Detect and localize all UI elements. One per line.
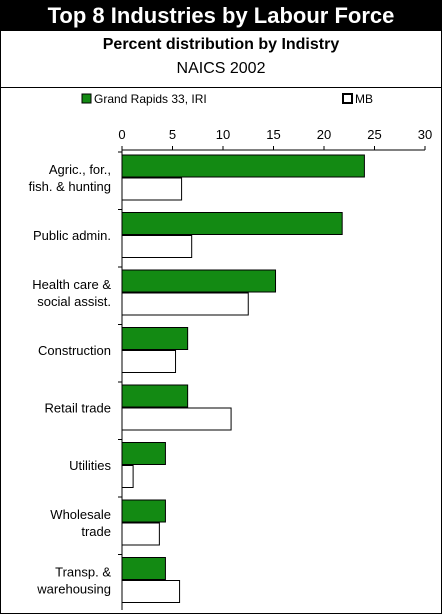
chart-classification: NAICS 2002 bbox=[176, 60, 266, 77]
bar-series-1 bbox=[121, 212, 343, 235]
bar-series-1 bbox=[121, 269, 277, 293]
x-tick-label: 0 bbox=[118, 127, 125, 142]
bar-series-1 bbox=[121, 154, 365, 178]
legend-label-series-1: Grand Rapids 33, IRI bbox=[94, 92, 207, 106]
category-label: Construction bbox=[38, 343, 111, 358]
chart-subtitle: Percent distribution by Indistry bbox=[102, 36, 340, 53]
header-divider bbox=[1, 87, 441, 88]
category-label: Wholesale bbox=[50, 507, 111, 522]
category-label: Public admin. bbox=[33, 228, 111, 243]
x-tick-label: 15 bbox=[266, 127, 280, 142]
bar-series-1 bbox=[121, 442, 166, 465]
bar-series-2 bbox=[121, 580, 181, 603]
x-tick-label: 10 bbox=[216, 127, 230, 142]
category-label: social assist. bbox=[37, 294, 111, 309]
bar-series-1 bbox=[121, 384, 189, 408]
bar-series-2 bbox=[121, 235, 193, 258]
legend-swatch-series-1 bbox=[81, 93, 92, 104]
bar-series-1 bbox=[121, 327, 189, 350]
bar-series-2 bbox=[121, 407, 232, 431]
category-label: warehousing bbox=[36, 582, 111, 597]
x-tick-label: 5 bbox=[169, 127, 176, 142]
category-label: fish. & hunting bbox=[29, 179, 111, 194]
x-tick-label: 30 bbox=[418, 127, 432, 142]
category-label: Utilities bbox=[69, 458, 111, 473]
category-label: Retail trade bbox=[45, 401, 111, 416]
category-label: Transp. & bbox=[55, 565, 111, 580]
category-label: Agric., for., bbox=[49, 162, 111, 177]
bar-series-2 bbox=[121, 465, 134, 488]
x-tick-label: 20 bbox=[317, 127, 331, 142]
category-label: trade bbox=[81, 524, 111, 539]
legend-label-series-2: MB bbox=[355, 92, 373, 106]
chart-title: Top 8 Industries by Labour Force bbox=[1, 1, 441, 31]
bar-series-2 bbox=[121, 292, 249, 316]
x-tick-label: 25 bbox=[367, 127, 381, 142]
bar-series-2 bbox=[121, 350, 177, 373]
bar-series-2 bbox=[121, 522, 160, 546]
bar-series-1 bbox=[121, 557, 166, 580]
bar-series-2 bbox=[121, 177, 183, 201]
bar-series-1 bbox=[121, 499, 166, 523]
category-label: Health care & bbox=[32, 277, 111, 292]
legend-swatch-series-2 bbox=[342, 93, 353, 104]
